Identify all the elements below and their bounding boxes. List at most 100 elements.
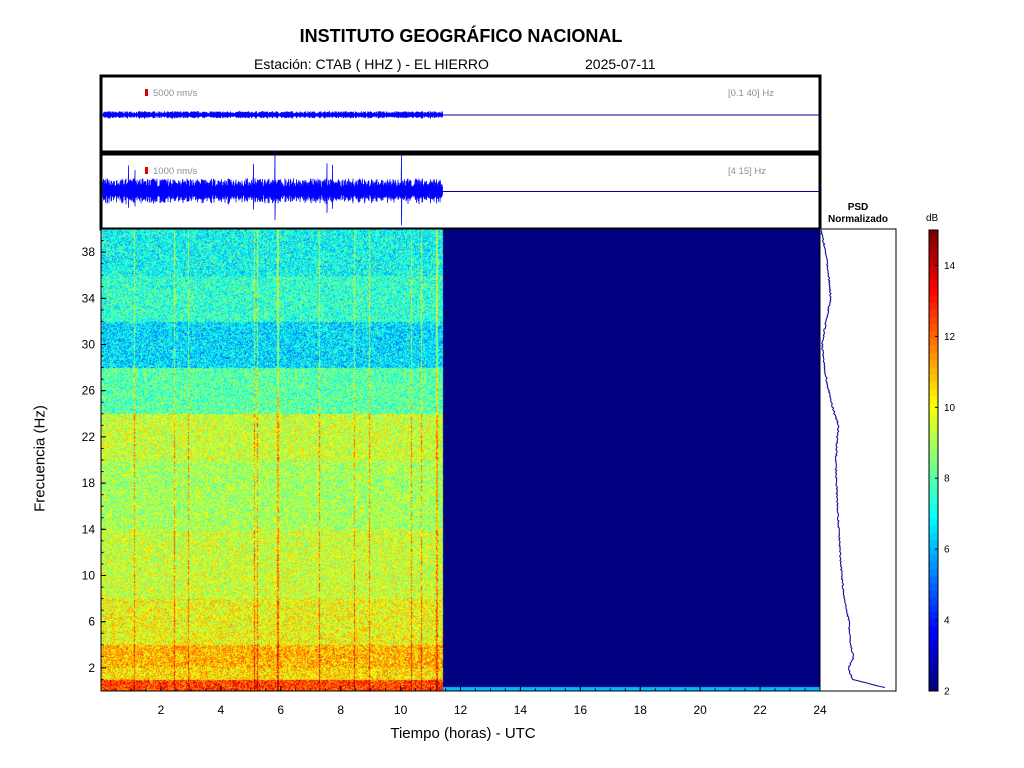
colorbar-segment [929, 482, 938, 490]
colorbar-segment [929, 539, 938, 548]
colorbar-segment [929, 266, 938, 274]
y-tick-label: 6 [88, 615, 95, 629]
colorbar-segment [929, 402, 938, 411]
colorbar-segment [929, 309, 938, 317]
x-tick-label: 8 [337, 703, 344, 717]
colorbar-segment [929, 525, 938, 534]
trace-panels: 5000 nm/s [0.1 40] Hz 1000 nm/s [4 15] Hz [99, 74, 822, 231]
colorbar-segment [929, 590, 938, 598]
colorbar-segment [929, 287, 938, 296]
colorbar-segment [929, 647, 938, 656]
psd-title-line1: PSD [847, 202, 869, 213]
psd-title: PSD Normalizado [820, 202, 896, 226]
psd-curve [820, 230, 886, 689]
x-tick-label: 4 [217, 703, 224, 717]
colorbar-segment [929, 604, 938, 613]
colorbar-segment [929, 330, 938, 339]
colorbar-segment [929, 410, 938, 418]
x-tick-label: 12 [454, 703, 468, 717]
y-tick-label: 2 [88, 661, 95, 675]
y-tick-label: 14 [82, 522, 96, 536]
colorbar-segment [929, 366, 938, 375]
colorbar-segment [929, 446, 938, 454]
colorbar-segment [929, 302, 938, 310]
colorbar-segment [929, 582, 938, 591]
colorbar-segment [929, 417, 938, 425]
colorbar-tick-label: 6 [944, 545, 950, 556]
colorbar-segment [929, 568, 938, 577]
colorbar-segment [929, 633, 938, 642]
colorbar-tick-label: 10 [944, 403, 956, 414]
colorbar-segment [929, 518, 938, 526]
colorbar-segment [929, 496, 938, 505]
x-tick-label: 14 [514, 703, 528, 717]
colorbar-segment [929, 345, 938, 353]
colorbar-unit: dB [926, 213, 939, 224]
x-tick-label: 6 [277, 703, 284, 717]
colorbar-segment [929, 467, 938, 476]
colorbar-segment [929, 352, 938, 361]
scale-bar-marker [145, 167, 148, 174]
colorbar-segment [929, 532, 938, 541]
x-tick-label: 24 [813, 703, 827, 717]
psd-title-line2: Normalizado [827, 214, 888, 225]
colorbar-segment [929, 575, 938, 584]
colorbar-segment [929, 676, 938, 685]
colorbar-segment [929, 251, 938, 260]
colorbar-segment [929, 374, 938, 382]
colorbar-segment [929, 561, 938, 570]
trace-scale-label: 5000 nm/s [153, 88, 198, 99]
trace-waveform [102, 150, 443, 226]
colorbar-segment [929, 510, 938, 519]
colorbar-segment [929, 338, 938, 346]
trace-band-label: [4 15] Hz [728, 166, 766, 177]
colorbar-segment [929, 683, 938, 692]
trace-frame [99, 74, 822, 154]
trace-panel: 1000 nm/s [4 15] Hz [99, 150, 822, 231]
colorbar-segment [929, 618, 938, 627]
y-tick-label: 30 [82, 338, 96, 352]
colorbar-segment [929, 381, 938, 389]
trace-panel: 5000 nm/s [0.1 40] Hz [99, 74, 822, 154]
x-tick-label: 10 [394, 703, 408, 717]
colorbar-tick-label: 8 [944, 474, 950, 485]
x-tick-label: 22 [753, 703, 767, 717]
colorbar-segment [929, 611, 938, 620]
colorbar-segment [929, 244, 938, 253]
colorbar-segment [929, 388, 938, 397]
psd-panel [819, 228, 897, 692]
colorbar-tick-label: 14 [944, 261, 956, 272]
colorbar-segment [929, 273, 938, 281]
colorbar-segment [929, 503, 938, 512]
trace-waveform [102, 111, 443, 119]
colorbar-segment [929, 323, 938, 332]
colorbar-tick-label: 2 [944, 687, 950, 698]
spectrogram-image [101, 229, 820, 691]
y-tick-label: 38 [82, 245, 96, 259]
colorbar-tick-label: 4 [944, 616, 950, 627]
colorbar-segment [929, 359, 938, 368]
x-tick-label: 16 [574, 703, 588, 717]
station-subtitle: Estación: CTAB ( HHZ ) - EL HIERRO [254, 56, 489, 72]
colorbar-segment [929, 669, 938, 678]
y-tick-label: 22 [82, 430, 96, 444]
colorbar-segment [929, 460, 938, 469]
colorbar-tick-label: 12 [944, 332, 956, 343]
colorbar-segment [929, 662, 938, 670]
colorbar-segment [929, 453, 938, 461]
y-tick-label: 18 [82, 476, 96, 490]
date-subtitle: 2025-07-11 [585, 56, 656, 72]
scale-bar-marker [145, 89, 148, 96]
colorbar-segment [929, 554, 938, 562]
colorbar-segment [929, 294, 938, 303]
colorbar-segment [929, 280, 938, 289]
colorbar-segment [929, 258, 938, 267]
colorbar-segment [929, 237, 938, 245]
colorbar-segment [929, 489, 938, 498]
colorbar-segment [929, 230, 938, 238]
colorbar-segment [929, 431, 938, 440]
colorbar-segment [929, 654, 938, 663]
x-tick-label: 2 [158, 703, 165, 717]
